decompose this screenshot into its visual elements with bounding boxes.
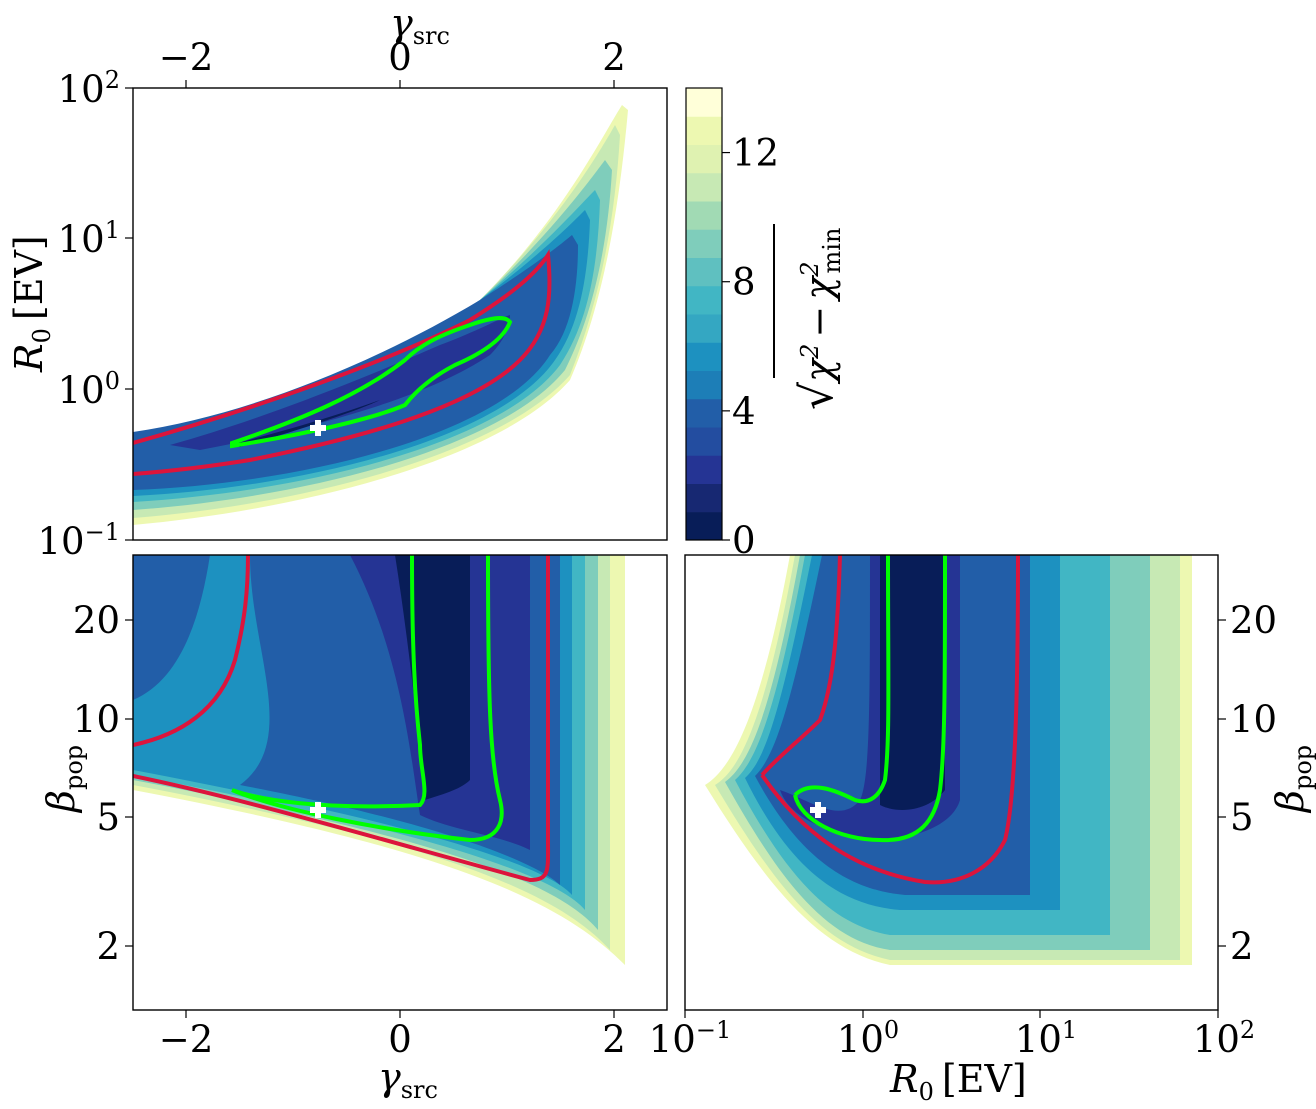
colorbar-title: √χ2−χ2min [792,228,846,410]
colorbar-tick-label: 0 [732,519,756,562]
y-tick-label: 102 [58,66,120,111]
x-tick-label: −2 [159,36,214,79]
y-tick-label: 101 [58,216,120,261]
colorbar-ticks: 0 4 8 12 [722,132,779,562]
colorbar-band [686,229,722,258]
contour-2sigma [133,555,551,883]
y-tick-label: 10 [73,698,120,741]
colorbar-band [686,257,722,287]
x-axis-title: γsrc [390,1,450,50]
y-tick-label: 5 [96,796,120,839]
colorbar-bands [686,88,722,541]
band-4 [133,555,210,700]
y-tick-label: 2 [96,925,120,968]
heatmap-gamma-r0 [133,105,628,525]
panel-gamma-beta: −2 0 2 γsrc 20 10 5 2 βpop [39,554,668,1104]
y-axis-right: 20 10 5 2 βpop [1218,599,1316,968]
colorbar-band [686,483,722,513]
y-tick-label: 20 [73,599,120,642]
x-tick-label: 10−1 [649,1016,731,1061]
colorbar-band [686,511,722,541]
axes-frame [684,554,1219,1011]
y-axis-title: R0[EV] [7,235,56,373]
colorbar-tick-label: 4 [732,390,756,433]
x-tick-label: 2 [602,36,626,79]
contour-2sigma [133,249,552,476]
colorbar-band [686,314,722,343]
colorbar-tick-label: 12 [732,132,779,175]
y-axis: 20 10 5 2 βpop [39,599,133,968]
x-tick-label: 101 [1015,1016,1077,1061]
y-tick-label: 20 [1230,599,1277,642]
colorbar-band [686,116,722,145]
x-axis-title: R0 [EV] [889,1057,1027,1106]
x-axis-top: −2 0 2 γsrc [159,1,626,88]
colorbar-band [686,427,722,456]
panel-r0-beta: 10−1 100 101 102 R0 [EV] 20 10 5 2 βpop [649,554,1316,1106]
best-fit-marker [810,802,826,818]
x-axis: 10−1 100 101 102 R0 [EV] [649,1010,1255,1106]
contour-1sigma [230,316,513,449]
x-tick-label: 2 [602,1018,626,1061]
colorbar-band [686,342,722,371]
colorbar-band [686,201,722,230]
colorbar-band [686,455,722,484]
colorbar-band [686,172,722,202]
x-tick-label: 100 [837,1016,899,1061]
y-tick-label: 10 [1230,698,1277,741]
x-axis: −2 0 2 γsrc [159,1010,626,1104]
band-0 [880,555,945,810]
x-tick-label: 0 [388,1018,412,1061]
y-tick-label: 100 [58,367,120,412]
contour-1sigma [793,555,947,843]
colorbar: 0 4 8 12 √χ2−χ2min [685,87,846,562]
heatmap-r0-beta [705,555,1192,965]
y-axis-title: βpop [1268,745,1316,814]
x-tick-label: 0 [388,36,412,79]
heatmap-gamma-beta [133,555,667,1010]
x-tick-label: −2 [159,1018,214,1061]
contour-2sigma [760,555,1020,885]
band-2 [170,315,510,450]
colorbar-tick-label: 8 [732,261,756,304]
x-axis-title: γsrc [378,1055,438,1104]
colorbar-band [686,398,722,428]
best-fit-marker [310,420,326,436]
colorbar-band [686,370,722,400]
y-axis-title: βpop [39,745,88,814]
colorbar-band [686,285,722,315]
colorbar-band [686,88,722,117]
y-tick-label: 5 [1230,796,1254,839]
colorbar-frame [685,87,723,541]
y-tick-label: 10−1 [38,518,120,563]
colorbar-band [686,144,722,174]
best-fit-marker [310,802,326,818]
y-tick-label: 2 [1230,925,1254,968]
panel-gamma-r0: −2 0 2 γsrc 102 101 100 10−1 R0[EV] [7,1,668,563]
x-tick-label: 102 [1193,1016,1255,1061]
band-0 [230,400,380,447]
y-axis: 102 101 100 10−1 R0[EV] [7,66,133,563]
